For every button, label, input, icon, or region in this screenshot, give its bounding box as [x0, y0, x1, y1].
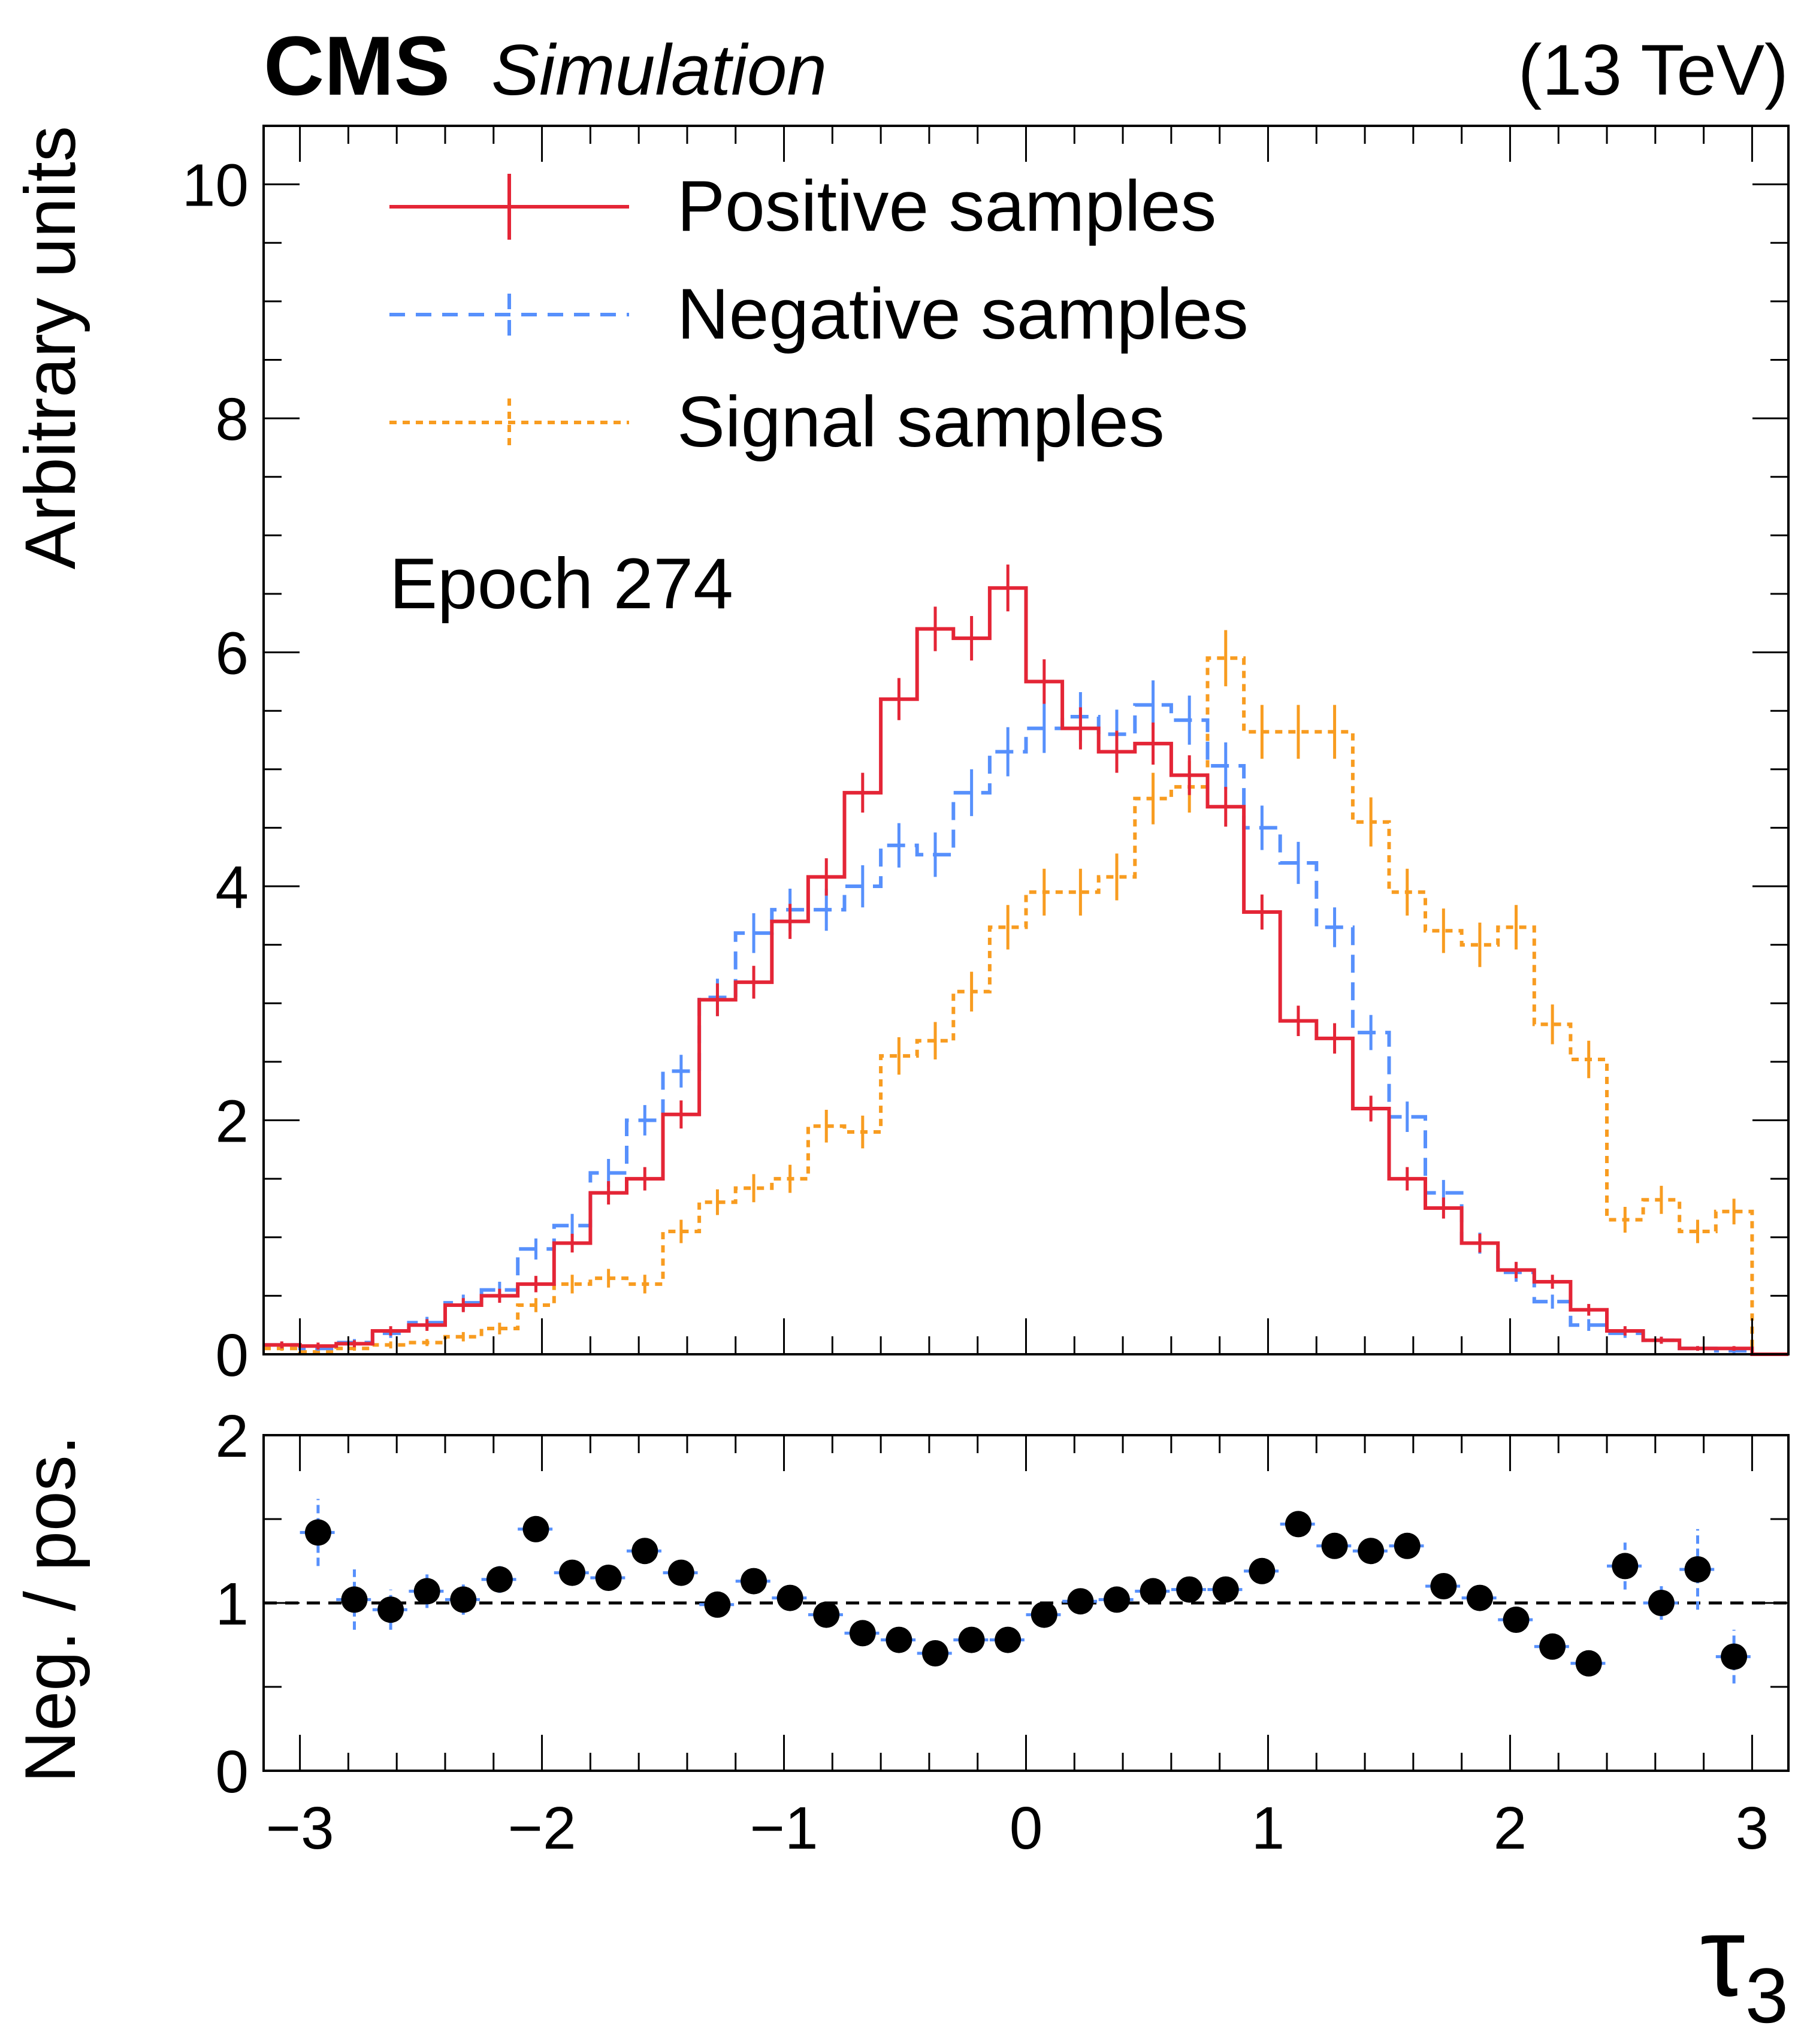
ratio-point: [413, 1578, 440, 1605]
ratio-point: [1249, 1557, 1276, 1584]
x-tick-label: −2: [508, 1795, 576, 1862]
ratio-axes: 0 1 2 −3 −2 −1 0 1 2 3: [215, 1403, 1788, 1862]
ratio-point: [813, 1601, 840, 1628]
experiment-label: CMS: [264, 19, 450, 113]
ratio-point: [559, 1559, 586, 1586]
legend-entry-positive: Positive samples: [389, 166, 1216, 246]
ratio-ylabel: Neg. / pos.: [10, 1435, 90, 1783]
ratio-point: [995, 1626, 1022, 1653]
ratio-point: [1285, 1511, 1312, 1538]
ratio-point: [1358, 1538, 1385, 1565]
legend-label-positive: Positive samples: [677, 166, 1216, 246]
y-tick-label: 0: [215, 1322, 249, 1389]
y-tick-label: 10: [182, 152, 249, 219]
ratio-point: [1684, 1556, 1711, 1583]
epoch-annotation: Epoch 274: [389, 544, 733, 624]
y-tick-label: 6: [215, 620, 249, 687]
ratio-point: [958, 1626, 985, 1653]
ratio-point: [1575, 1650, 1602, 1677]
y-tick-label: 8: [215, 386, 249, 453]
ratio-y-tick-label: 0: [215, 1738, 249, 1806]
main-axes: 0 2 4 6 8 10: [182, 126, 1788, 1389]
ratio-point: [1648, 1590, 1675, 1616]
ratio-y-tick-label: 1: [215, 1571, 249, 1638]
ratio-point: [922, 1640, 949, 1666]
energy-label: (13 TeV): [1518, 30, 1788, 110]
ratio-y-tick-label: 2: [215, 1403, 249, 1470]
ratio-point: [741, 1568, 767, 1595]
legend-entry-signal: Signal samples: [389, 382, 1165, 462]
main-series: [264, 564, 1788, 1356]
ratio-point: [1539, 1633, 1566, 1660]
ratio-point: [631, 1538, 658, 1565]
main-ylabel: Arbitrary units: [10, 126, 90, 569]
ratio-point: [1103, 1586, 1130, 1613]
x-axis-label-symbol: τ: [1700, 1893, 1745, 2020]
ratio-point: [450, 1586, 477, 1613]
ratio-point: [1176, 1576, 1203, 1603]
ratio-point: [849, 1620, 876, 1647]
ratio-point: [776, 1584, 803, 1611]
x-tick-label: 2: [1494, 1795, 1527, 1862]
x-tick-label: 1: [1252, 1795, 1285, 1862]
ratio-plot-frame: [262, 1434, 1790, 1772]
simulation-label: Simulation: [491, 30, 827, 110]
ratio-point: [304, 1519, 331, 1546]
ratio-panel: 0 1 2 −3 −2 −1 0 1 2 3: [215, 1403, 1790, 1862]
x-tick-label: −3: [266, 1795, 334, 1862]
x-tick-label: −1: [750, 1795, 818, 1862]
legend-label-signal: Signal samples: [677, 382, 1165, 462]
histogram-signal: [264, 656, 1788, 1356]
ratio-point: [1394, 1532, 1421, 1559]
ratio-point: [1503, 1607, 1530, 1633]
ratio-point: [1466, 1584, 1493, 1611]
ratio-points: [300, 1499, 1752, 1684]
legend-label-negative: Negative samples: [677, 274, 1249, 354]
legend: Positive samples Negative samples Signal…: [389, 166, 1249, 462]
ratio-point: [377, 1596, 404, 1623]
x-tick-label: 3: [1736, 1795, 1769, 1862]
ratio-point: [1430, 1573, 1457, 1599]
ratio-point: [522, 1515, 549, 1542]
legend-entry-negative: Negative samples: [389, 274, 1249, 354]
histogram-negative: [264, 703, 1788, 1356]
main-panel: 0 2 4 6 8 10: [182, 125, 1790, 1389]
ratio-point: [595, 1565, 622, 1591]
ratio-point: [1321, 1532, 1348, 1559]
ratio-point: [341, 1586, 368, 1613]
ratio-point: [1612, 1553, 1639, 1580]
y-tick-label: 4: [215, 854, 249, 921]
histogram-positive: [264, 586, 1788, 1356]
x-axis-label: τ3: [1700, 1893, 1788, 2039]
ratio-point: [1031, 1601, 1057, 1628]
ratio-point: [1140, 1578, 1167, 1605]
x-tick-label: 0: [1010, 1795, 1043, 1862]
ratio-point: [667, 1559, 694, 1586]
ratio-point: [1212, 1576, 1239, 1603]
ratio-point: [1067, 1588, 1094, 1615]
ratio-point: [486, 1566, 513, 1593]
main-plot-frame: [262, 125, 1790, 1355]
ratio-point: [1721, 1643, 1748, 1670]
y-tick-label: 2: [215, 1088, 249, 1155]
ratio-point: [704, 1591, 731, 1618]
ratio-point: [886, 1626, 912, 1653]
x-axis-label-subscript: 3: [1745, 1952, 1788, 2039]
